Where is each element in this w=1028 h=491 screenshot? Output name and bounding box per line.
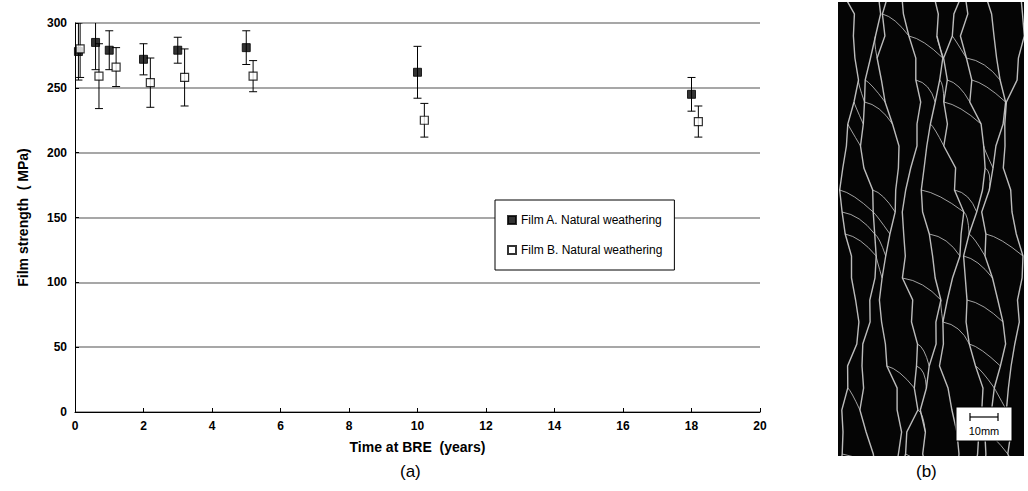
svg-text:10mm: 10mm bbox=[969, 425, 1000, 437]
svg-text:Time at BRE (years): Time at BRE (years) bbox=[350, 439, 486, 455]
html-text:(a): (a) bbox=[400, 462, 421, 481]
svg-text:18: 18 bbox=[685, 419, 699, 433]
svg-text:16: 16 bbox=[616, 419, 630, 433]
svg-text:2: 2 bbox=[140, 419, 147, 433]
svg-text:6: 6 bbox=[277, 419, 284, 433]
svg-text:Film B. Natural weathering: Film B. Natural weathering bbox=[521, 243, 662, 257]
svg-text:200: 200 bbox=[47, 146, 67, 160]
svg-text:12: 12 bbox=[479, 419, 493, 433]
svg-text:Film A. Natural weathering: Film A. Natural weathering bbox=[521, 213, 662, 227]
svg-text:100: 100 bbox=[47, 275, 67, 289]
svg-text:14: 14 bbox=[548, 419, 562, 433]
svg-text:20: 20 bbox=[753, 419, 767, 433]
svg-text:250: 250 bbox=[47, 81, 67, 95]
svg-text:50: 50 bbox=[54, 340, 68, 354]
svg-text:0: 0 bbox=[72, 419, 79, 433]
svg-text:10: 10 bbox=[411, 419, 425, 433]
svg-text:8: 8 bbox=[346, 419, 353, 433]
svg-text:150: 150 bbox=[47, 211, 67, 225]
svg-text:0: 0 bbox=[60, 405, 67, 419]
svg-text:300: 300 bbox=[47, 16, 67, 30]
svg-text:Film strength ( MPa): Film strength ( MPa) bbox=[15, 148, 31, 286]
svg-text:4: 4 bbox=[209, 419, 216, 433]
html-text:(b): (b) bbox=[916, 462, 937, 481]
